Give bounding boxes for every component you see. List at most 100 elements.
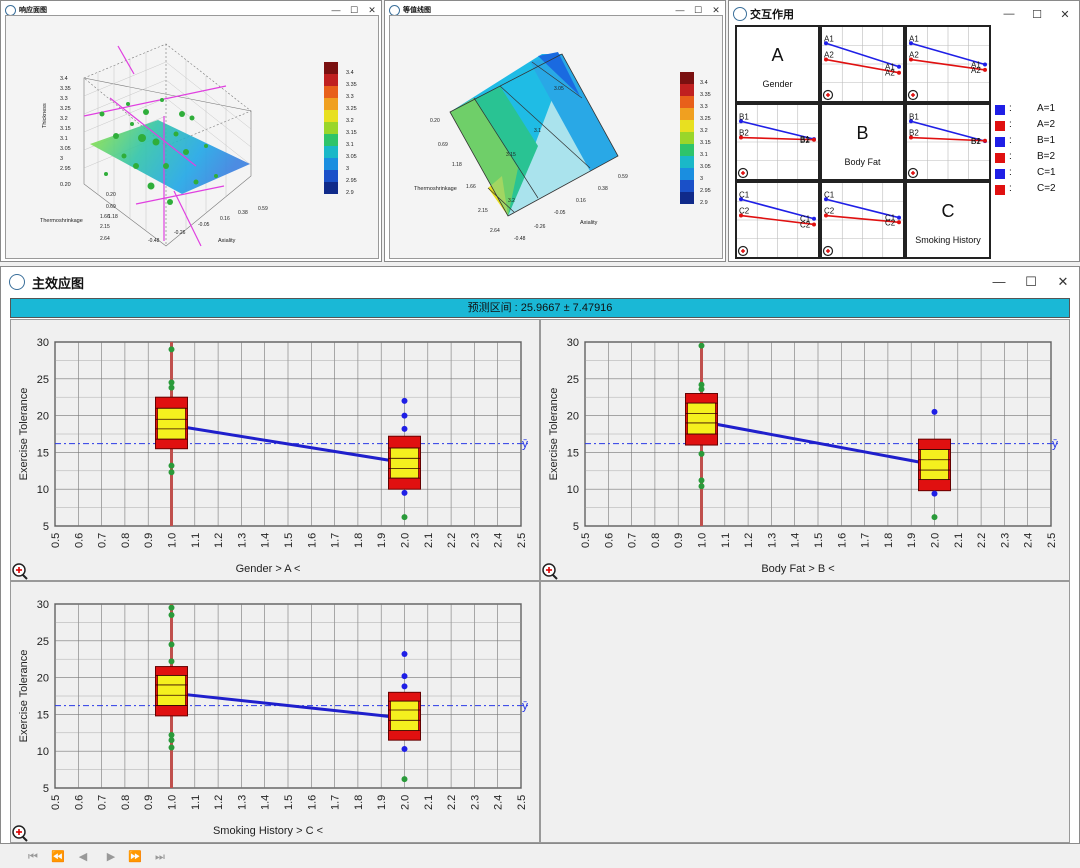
- x-tick-label: 1.6: [836, 533, 848, 548]
- data-point-green: [168, 658, 175, 665]
- z-tick: 3.25: [60, 106, 71, 112]
- interaction-label: B2: [739, 129, 749, 138]
- maximize-button[interactable]: ☐: [1032, 8, 1042, 21]
- contour-titlebar[interactable]: 等值线图 — ☐ ✕: [385, 1, 725, 19]
- interaction-plot-ba[interactable]: B1 B2 B1 B2: [735, 103, 820, 181]
- interaction-label: B2: [909, 129, 919, 138]
- interaction-line-level1: [740, 198, 815, 220]
- contour-plot-svg[interactable]: 3.05 3.1 3.15 3.2 0.20 0.69 1.18 1.66 2.…: [390, 16, 722, 258]
- main-effect-chart-a[interactable]: 0.5 0.6 0.7 0.8 0.9 1.0 1.1 1.2 1.3 1.4 1.5 1.6 1.7 1…: [11, 320, 539, 580]
- contour-y-ticks: -0.48 -0.26 -0.05 0.16 0.38 0.59: [514, 174, 628, 242]
- maximize-button[interactable]: ☐: [1025, 274, 1037, 289]
- colorbar-tick: 3.2: [346, 118, 354, 124]
- x-tick-label: 1.7: [330, 795, 342, 810]
- surface-plot-svg[interactable]: 3.4 3.35 3.3 3.25 3.2 3.15 3.1 3.05 3 2.…: [6, 16, 378, 258]
- interaction-point: [812, 222, 816, 227]
- x-tick-label: 1.9: [376, 795, 388, 810]
- interaction-plot-ac[interactable]: A1 A2 A1 A2: [905, 25, 991, 103]
- x-tick-label: 1.9: [376, 533, 388, 548]
- next-button[interactable]: ▶: [106, 851, 116, 863]
- interaction-label: A1: [909, 34, 919, 43]
- colorbar-tick: 3.1: [700, 152, 708, 158]
- box-inner: [920, 449, 949, 481]
- minimize-button[interactable]: —: [331, 4, 341, 15]
- zoom-icon: [12, 563, 28, 580]
- x-tick-label: 0.5: [580, 533, 592, 548]
- colorbar-tick: 3.4: [700, 80, 708, 86]
- x-tick-label: 0.8: [120, 533, 132, 548]
- interaction-label: B1: [800, 135, 810, 144]
- x-tick-label: 1.2: [213, 795, 225, 810]
- minimize-button[interactable]: —: [1003, 7, 1015, 20]
- interaction-point: [739, 197, 743, 202]
- interaction-line-level2: [910, 58, 986, 71]
- x-tick: 0.20: [430, 118, 440, 124]
- legend-swatch: [995, 105, 1005, 115]
- interaction-label: C2: [885, 218, 896, 227]
- y-tick-label: 5: [43, 783, 49, 795]
- interaction-grid: [907, 105, 989, 179]
- data-point-green: [401, 514, 408, 521]
- interaction-point: [897, 64, 901, 69]
- data-point-blue: [401, 651, 408, 658]
- contour-region: [450, 62, 618, 216]
- main-effect-panel-c: 0.5 0.6 0.7 0.8 0.9 1.0 1.1 1.2 1.3 1.4 1.5 1.6 1.7 1…: [10, 581, 540, 843]
- previous-pages-button[interactable]: ⏪: [51, 851, 65, 863]
- legend-swatch: [995, 185, 1005, 195]
- main-effect-chart-c[interactable]: 0.5 0.6 0.7 0.8 0.9 1.0 1.1 1.2 1.3 1.4 1.5 1.6 1.7 1…: [11, 582, 539, 842]
- data-point-green: [168, 641, 175, 648]
- y-tick-label: 5: [573, 521, 579, 533]
- previous-button[interactable]: ◀: [78, 851, 88, 863]
- maximize-button[interactable]: ☐: [693, 4, 703, 15]
- interaction-plot-cb[interactable]: C1 C2 C1 C2: [820, 181, 905, 259]
- data-point-blue: [401, 745, 408, 752]
- response-surface-titlebar[interactable]: 响应面图 — ☐ ✕: [1, 1, 381, 19]
- x-tick-label: 1.1: [720, 533, 732, 548]
- interaction-titlebar[interactable]: 交互作用 — ☐ ✕: [729, 1, 1079, 27]
- zoom-icon: [542, 563, 558, 580]
- close-button[interactable]: ✕: [1057, 274, 1069, 289]
- factor-b-name: Body Fat: [844, 157, 881, 167]
- main-effect-chart-b[interactable]: 0.5 0.6 0.7 0.8 0.9 1.0 1.1 1.2 1.3 1.4 1.5 1.6 1.7 1…: [541, 320, 1069, 580]
- interaction-point: [824, 213, 828, 218]
- minimize-button[interactable]: —: [992, 274, 1006, 289]
- main-effects-window: 主效应图 — ☐ ✕ 预测区间 : 25.9667 ± 7.47916 0.5 0…: [0, 266, 1080, 844]
- zoom-icon: [12, 825, 28, 842]
- interaction-point: [824, 197, 828, 202]
- interaction-plot-bc[interactable]: B1 B2 B1 B2: [905, 103, 991, 181]
- x-tick-label: 1.3: [236, 795, 248, 810]
- box-inner: [390, 700, 419, 731]
- data-point-green: [168, 604, 175, 611]
- data-point-green: [168, 346, 175, 353]
- main-effects-titlebar[interactable]: 主效应图 — ☐ ✕: [1, 267, 1079, 297]
- surface-grid: [83, 52, 252, 230]
- z-tick: 3: [60, 156, 63, 162]
- x-tick-label: 0.8: [650, 533, 662, 548]
- minimize-button[interactable]: —: [675, 4, 685, 15]
- interaction-label: C1: [800, 215, 811, 224]
- colorbar-tick: 3: [700, 176, 703, 182]
- data-point-blue: [931, 408, 938, 415]
- maximize-button[interactable]: ☐: [349, 4, 359, 15]
- legend-row: : C=2: [995, 183, 1065, 197]
- x-tick-label: 0.8: [120, 795, 132, 810]
- interaction-plot-ca[interactable]: C1 C2 C1 C2: [735, 181, 820, 259]
- interaction-label: B1: [971, 137, 981, 146]
- contour-label: 3.05: [554, 86, 564, 92]
- y-tick-label: 25: [37, 636, 49, 648]
- close-button[interactable]: ✕: [712, 4, 720, 15]
- last-page-button[interactable]: ⏭: [155, 851, 165, 863]
- first-page-button[interactable]: ⏮: [28, 851, 38, 863]
- next-pages-button[interactable]: ⏩: [128, 851, 142, 863]
- interaction-point: [739, 135, 743, 140]
- legend-swatch: [995, 137, 1005, 147]
- close-button[interactable]: ✕: [368, 4, 376, 15]
- z-tick: 3.15: [60, 126, 71, 132]
- main-effect-panel-b: 0.5 0.6 0.7 0.8 0.9 1.0 1.1 1.2 1.3 1.4 1.5 1.6 1.7 1…: [540, 319, 1070, 581]
- interaction-label: C2: [739, 207, 750, 216]
- interaction-plot-ab[interactable]: A1 A2 A1 A2: [820, 25, 905, 103]
- y-tick: 0.38: [238, 210, 248, 216]
- x-tick: 0.20: [106, 192, 116, 198]
- close-button[interactable]: ✕: [1060, 8, 1070, 21]
- box-2: [388, 651, 421, 783]
